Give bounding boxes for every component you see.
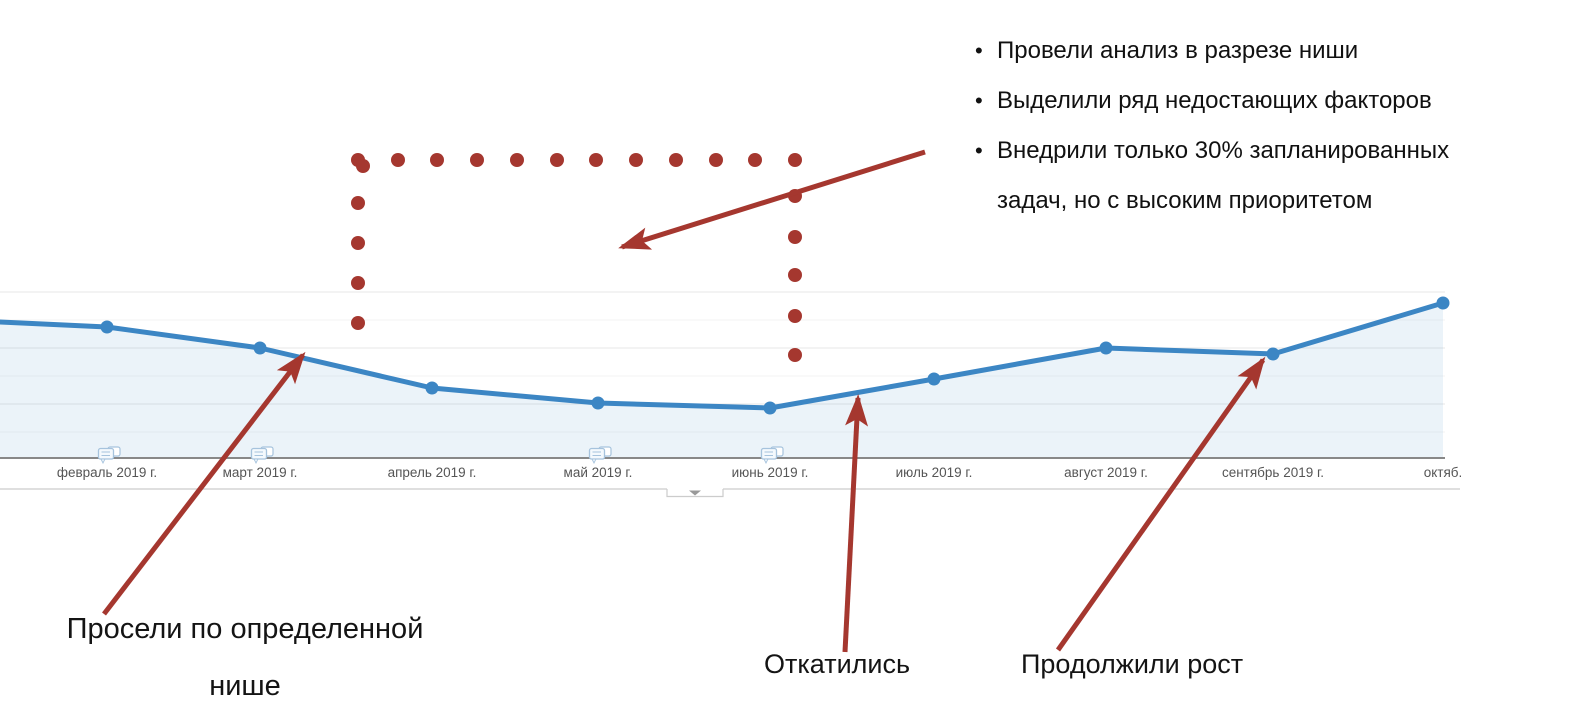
dotted-box-dot: [788, 153, 802, 167]
area-fill: [0, 303, 1443, 458]
takeaways-list: • Провели анализ в разрезе ниши • Выделили …: [975, 26, 1535, 226]
bullet-icon: •: [975, 88, 983, 113]
takeaway-item: • Провели анализ в разрезе ниши: [975, 26, 1535, 76]
bubble-front: [588, 447, 606, 460]
data-point[interactable]: [763, 401, 777, 415]
dotted-box-dot: [788, 230, 802, 244]
bullet-icon: •: [975, 138, 983, 163]
dotted-box-dot: [669, 153, 683, 167]
x-axis-label: февраль 2019 г.: [57, 465, 157, 480]
dotted-highlight-box: [351, 153, 802, 362]
x-axis-label: июнь 2019 г.: [732, 465, 809, 480]
dotted-box-dot: [788, 309, 802, 323]
collapse-tab[interactable]: [666, 489, 724, 498]
data-point[interactable]: [100, 320, 114, 334]
dotted-box-dot: [351, 236, 365, 250]
x-axis-label: март 2019 г.: [223, 465, 298, 480]
bubble-tail: [100, 458, 106, 465]
data-point[interactable]: [425, 381, 439, 395]
dotted-box-dot: [430, 153, 444, 167]
takeaway-item: • Выделили ряд недостающих факторов: [975, 76, 1535, 126]
arrow-niche-drop: [102, 351, 306, 616]
data-point[interactable]: [253, 341, 267, 355]
takeaway-text: Выделили ряд недостающих факторов: [997, 87, 1432, 114]
takeaway-item: • Внедрили только 30% запланированных зад…: [975, 126, 1535, 226]
x-axis-label: сентябрь 2019 г.: [1222, 465, 1324, 480]
data-point[interactable]: [1266, 347, 1280, 361]
dotted-box-dot: [351, 276, 365, 290]
label-continued-growth: Продолжили рост: [1021, 649, 1244, 679]
x-axis-label: август 2019 г.: [1064, 465, 1148, 480]
dotted-box-dot: [391, 153, 405, 167]
dotted-box-dot: [351, 196, 365, 210]
dotted-box-dot: [470, 153, 484, 167]
bubble-front: [97, 447, 115, 460]
dotted-box-dot: [788, 348, 802, 362]
collapse-chevron-icon[interactable]: [689, 490, 701, 496]
dotted-box-dot: [351, 316, 365, 330]
data-point[interactable]: [1099, 341, 1113, 355]
label-niche-drop: Просели по определенной нише: [66, 613, 424, 702]
x-axis-label: июль 2019 г.: [896, 465, 973, 480]
bullet-icon: •: [975, 38, 983, 63]
trend-line: [0, 300, 1446, 411]
arrow-rollback: [842, 394, 869, 653]
dotted-box-dot: [356, 159, 370, 173]
takeaway-text: Внедрили только 30% запланированных зада…: [997, 137, 1450, 214]
dotted-box-dot: [589, 153, 603, 167]
bubble-tail: [763, 458, 769, 465]
annotation-marker-icon[interactable]: [250, 446, 274, 465]
dotted-box-dot: [709, 153, 723, 167]
annotation-marker-icon[interactable]: [588, 446, 612, 465]
data-point[interactable]: [591, 396, 605, 410]
arrow-continued-growth: [1055, 356, 1266, 652]
takeaway-text: Провели анализ в разрезе ниши: [997, 37, 1359, 64]
data-point[interactable]: [1436, 296, 1450, 310]
label-rollback: Откатились: [764, 649, 911, 679]
collapse-tab-bg: [667, 482, 723, 496]
dotted-box-dot: [748, 153, 762, 167]
x-axis-label: октяб.: [1424, 465, 1463, 480]
dotted-box-dot: [510, 153, 524, 167]
annotation-marker-icon[interactable]: [97, 446, 121, 465]
annotation-overlay: [102, 149, 1266, 653]
dotted-box-dot: [788, 268, 802, 282]
annotation-marker-icon[interactable]: [760, 446, 784, 465]
bubble-tail: [253, 458, 259, 465]
data-point[interactable]: [927, 372, 941, 386]
arrow-to-analysis-note: [618, 149, 926, 250]
x-axis-label: апрель 2019 г.: [388, 465, 477, 480]
bubble-front: [250, 447, 268, 460]
bubble-tail: [591, 458, 597, 465]
dotted-box-dot: [550, 153, 564, 167]
bubble-front: [760, 447, 778, 460]
dotted-box-dot: [629, 153, 643, 167]
x-axis-label: май 2019 г.: [564, 465, 633, 480]
